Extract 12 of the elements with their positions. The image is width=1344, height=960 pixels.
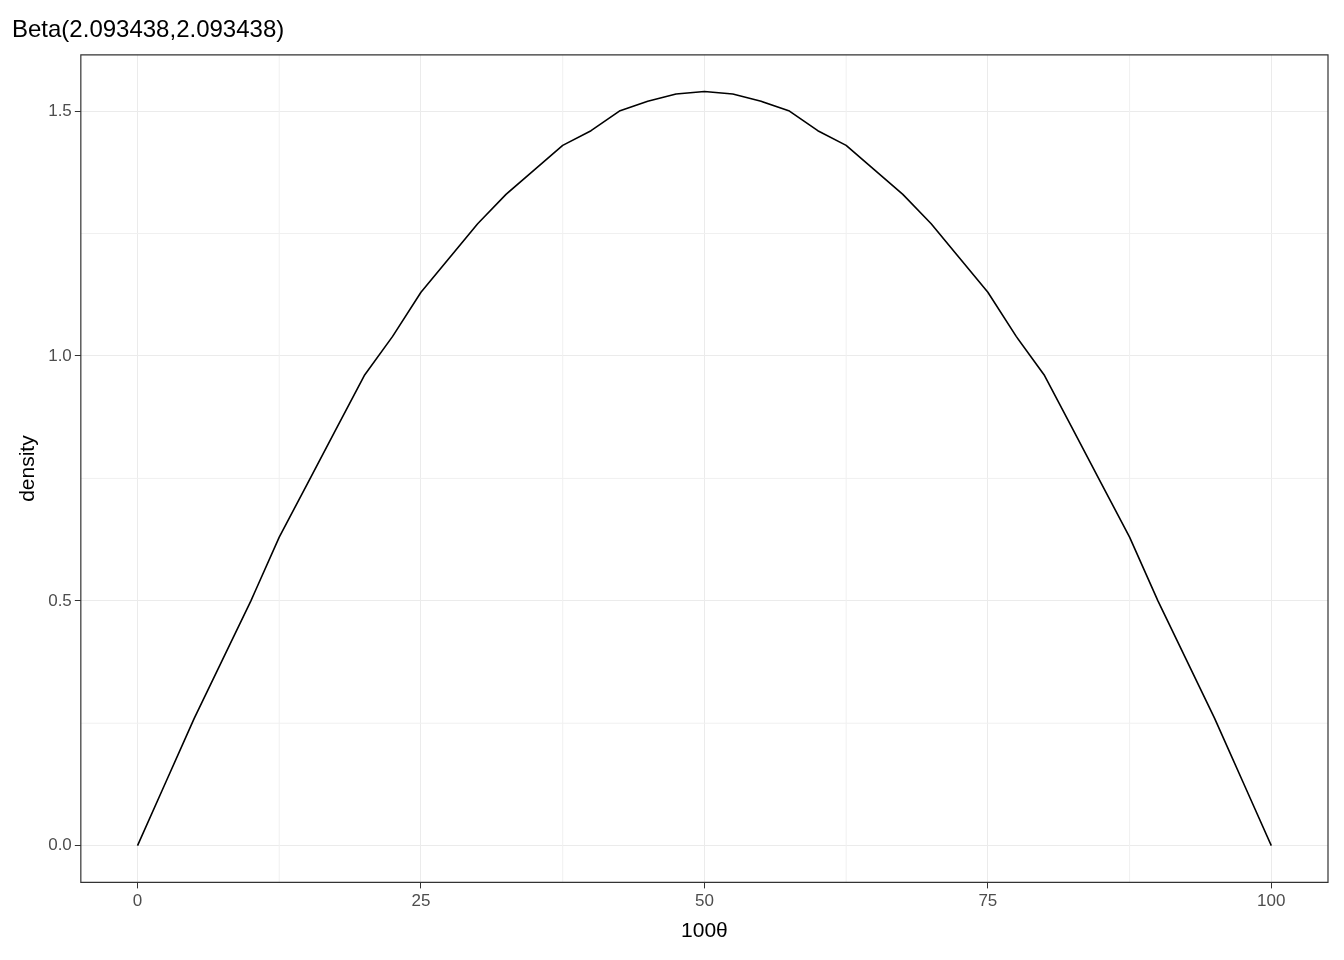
x-axis-title: 100θ bbox=[681, 918, 728, 942]
y-tick-label: 1.0 bbox=[48, 345, 72, 365]
x-tick-label: 0 bbox=[132, 891, 143, 911]
y-tick-label: 0.5 bbox=[48, 590, 72, 610]
x-tick-label: 25 bbox=[411, 891, 431, 911]
x-tick-label: 100 bbox=[1257, 891, 1286, 911]
x-tick-label: 50 bbox=[694, 891, 714, 911]
y-axis-title: density bbox=[15, 434, 39, 502]
chart-title: Beta(2.093438,2.093438) bbox=[12, 15, 285, 43]
y-tick-label: 0.0 bbox=[48, 835, 72, 855]
x-tick-label: 75 bbox=[978, 891, 998, 911]
y-tick-label: 1.5 bbox=[48, 100, 72, 120]
